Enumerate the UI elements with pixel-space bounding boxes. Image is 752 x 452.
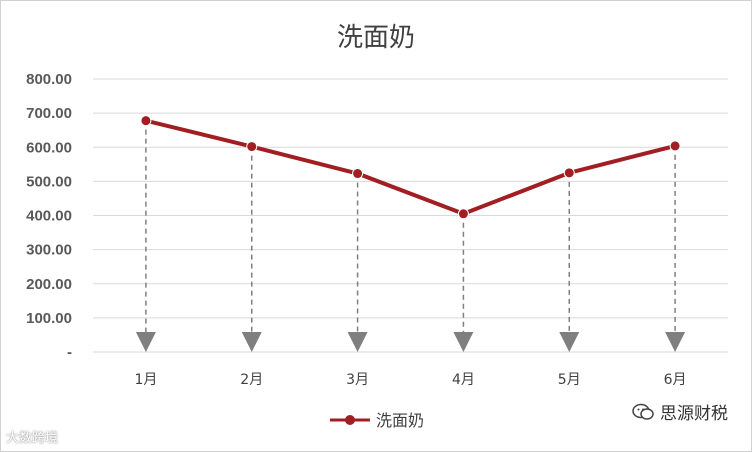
gridlines [93, 78, 728, 353]
series-layer [140, 115, 681, 220]
watermark-left-text: 大数跨境 [6, 431, 59, 446]
y-tick-label: - [67, 344, 72, 361]
legend-marker [345, 415, 355, 425]
watermark-left: 大数跨境 [6, 427, 58, 446]
y-tick-label: 400.00 [26, 208, 72, 225]
data-point [563, 167, 575, 179]
watermark-right-text: 思源财税 [660, 404, 728, 424]
y-tick-label: 800.00 [26, 71, 72, 88]
wechat-icon [632, 403, 654, 420]
data-point [352, 168, 364, 180]
data-point [140, 115, 152, 127]
x-tick-label: 4月 [452, 372, 475, 388]
drop-arrowhead [559, 332, 580, 352]
y-tick-label: 500.00 [26, 173, 72, 190]
y-tick-label: 600.00 [26, 139, 72, 156]
x-tick-label: 1月 [134, 372, 157, 388]
series-line [145, 118, 676, 216]
drop-arrowhead [665, 332, 686, 352]
drop-arrowhead [241, 332, 262, 352]
y-tick-label: 200.00 [26, 276, 72, 293]
drop-arrowhead [453, 332, 474, 352]
drop-lines [135, 120, 686, 352]
data-point [669, 140, 681, 152]
x-tick-label: 5月 [558, 372, 581, 388]
chart-title: 洗面奶 [337, 23, 415, 53]
y-tick-label: 700.00 [26, 105, 72, 122]
x-axis-ticks: 1月 2月 3月 4月 5月 6月 [134, 372, 686, 388]
legend-label: 洗面奶 [376, 411, 424, 430]
data-point [246, 141, 258, 153]
y-axis-ticks: - 100.00 200.00 300.00 400.00 500.00 600.00 700… [26, 71, 72, 361]
x-tick-label: 3月 [346, 372, 369, 388]
y-tick-label: 100.00 [26, 310, 72, 327]
x-tick-label: 6月 [664, 372, 687, 388]
watermark-right: 思源财税 [632, 399, 728, 424]
y-tick-label: 300.00 [26, 242, 72, 259]
legend: 洗面奶 [330, 411, 424, 430]
drop-arrowhead [135, 332, 156, 352]
data-point [457, 208, 469, 220]
x-tick-label: 2月 [240, 372, 263, 388]
drop-arrowhead [347, 332, 368, 352]
